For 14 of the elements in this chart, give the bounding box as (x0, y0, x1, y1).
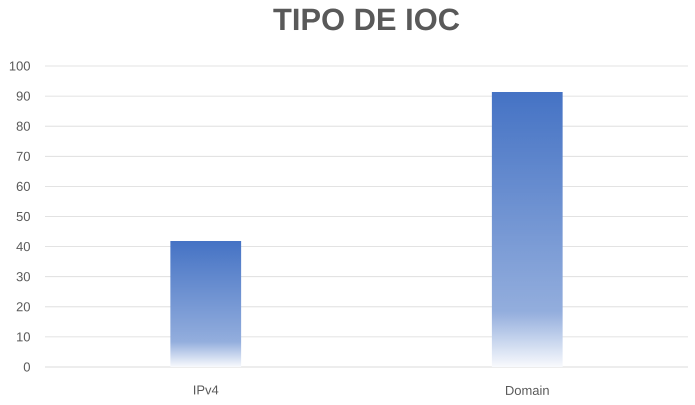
y-tick-label: 20 (16, 302, 30, 312)
y-tick-label: 80 (16, 122, 30, 131)
y-tick-label: 30 (16, 272, 30, 282)
y-tick-label: 70 (16, 152, 30, 161)
y-tick-label: 10 (17, 332, 30, 342)
x-tick-label: IPv4 (194, 386, 218, 394)
y-tick-label: 0 (24, 362, 30, 372)
y-tick-label: 90 (16, 92, 30, 101)
y-tick-label: 100 (10, 61, 30, 71)
y-tick-label: 50 (16, 212, 30, 222)
y-tick-label: 60 (16, 182, 30, 191)
y-tick-label: 40 (16, 242, 30, 252)
x-tick-label: Domain (506, 386, 549, 396)
chart-title: TIPO DE IOC (273, 8, 460, 30)
